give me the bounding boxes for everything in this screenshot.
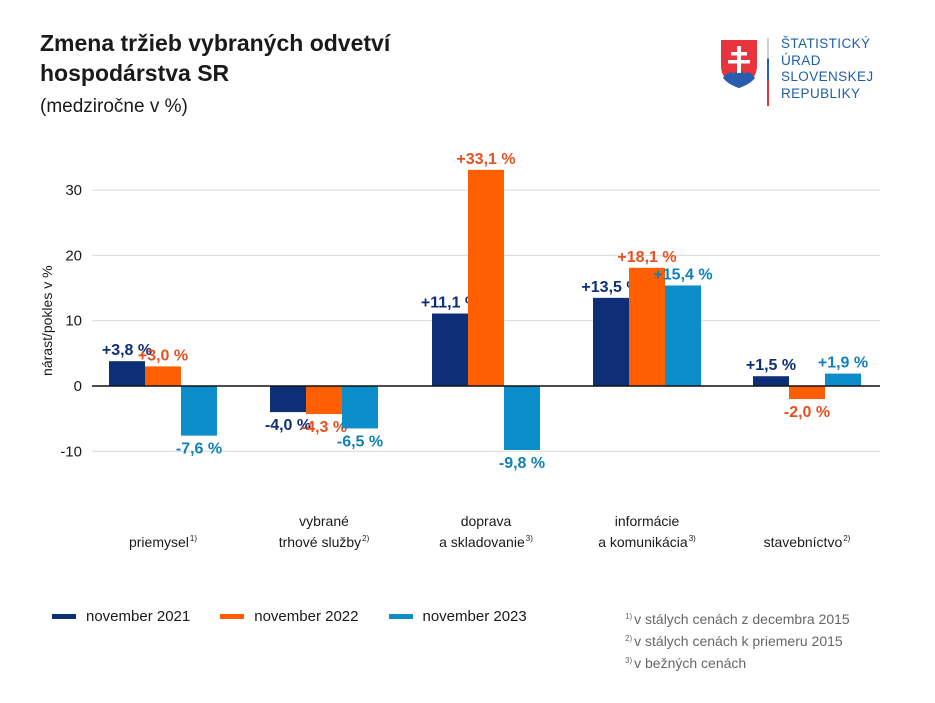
bar-november-2023 bbox=[825, 373, 861, 386]
footnote-mark: 2) bbox=[625, 634, 633, 643]
footnote-text: v stálych cenách z decembra 2015 bbox=[634, 611, 850, 627]
x-category-label: informácie a komunikácia3) bbox=[567, 512, 727, 551]
footnotes: 1) v stálych cenách z decembra 2015 2) v st… bbox=[625, 607, 850, 673]
logo-text-line: ÚRAD bbox=[781, 52, 821, 68]
category-label-line: a komunikácia3) bbox=[598, 534, 696, 550]
y-tick-label: 0 bbox=[74, 378, 82, 395]
logo-divider bbox=[767, 38, 769, 106]
bar-november-2023 bbox=[504, 386, 540, 450]
footnote-mark: 1) bbox=[625, 612, 633, 621]
bar-november-2022 bbox=[306, 386, 342, 415]
footnote-mark: 1) bbox=[189, 534, 198, 543]
data-label: +3,0 % bbox=[138, 347, 188, 364]
category-label-line: trhové služby2) bbox=[278, 534, 370, 550]
legend-item: november 2022 bbox=[220, 608, 359, 625]
category-label-line: priemysel1) bbox=[128, 534, 198, 550]
y-tick-label: 20 bbox=[65, 247, 82, 264]
chart-title: Zmena tržieb vybraných odvetví hospodárs… bbox=[40, 28, 390, 88]
footnote-mark: 3) bbox=[688, 534, 696, 543]
bar-november-2023 bbox=[665, 285, 701, 386]
category-label-line: vybrané bbox=[299, 513, 349, 529]
bar-november-2022 bbox=[468, 169, 504, 386]
footnote: 3) v bežných cenách bbox=[625, 651, 850, 673]
legend: november 2021 november 2022 november 2023 bbox=[52, 608, 557, 625]
legend-label: november 2023 bbox=[422, 608, 527, 625]
legend-swatch bbox=[388, 614, 413, 619]
data-label: -6,5 % bbox=[337, 433, 383, 450]
footnote-mark: 3) bbox=[625, 656, 633, 665]
bar-november-2022 bbox=[629, 267, 665, 386]
data-label: -7,6 % bbox=[176, 441, 222, 458]
category-label-line: stavebníctvo2) bbox=[763, 534, 851, 550]
chart-subtitle: (medziročne v %) bbox=[40, 96, 188, 117]
legend-item: november 2023 bbox=[388, 608, 527, 625]
category-label-line: informácie bbox=[614, 513, 680, 529]
logo-text: ŠTATISTICKÝ ÚRAD SLOVENSKEJ REPUBLIKY bbox=[781, 36, 874, 102]
legend-label: november 2021 bbox=[86, 608, 191, 625]
x-category-label: doprava a skladovanie3) bbox=[406, 512, 566, 551]
data-label: +15,4 % bbox=[653, 266, 712, 283]
x-category-label: stavebníctvo2) bbox=[727, 530, 887, 551]
data-label: +1,5 % bbox=[746, 357, 796, 374]
logo-text-line: ŠTATISTICKÝ bbox=[781, 36, 871, 51]
category-label-line: a skladovanie3) bbox=[439, 534, 533, 550]
footnote: 2) v stálych cenách k priemeru 2015 bbox=[625, 629, 850, 651]
data-label: -9,8 % bbox=[499, 455, 545, 472]
data-label: -4,0 % bbox=[265, 417, 311, 434]
data-label: +18,1 % bbox=[617, 249, 676, 266]
logo-text-line: REPUBLIKY bbox=[781, 85, 861, 101]
bar-november-2021 bbox=[270, 386, 306, 413]
footnote-mark: 2) bbox=[362, 534, 370, 543]
y-axis-label: nárast/pokles v % bbox=[39, 265, 55, 376]
x-category-label: priemysel1) bbox=[83, 530, 243, 551]
footnote-mark: 3) bbox=[525, 534, 533, 543]
bar-november-2021 bbox=[432, 313, 468, 386]
footnote-mark: 2) bbox=[843, 534, 851, 543]
title-line-1: Zmena tržieb vybraných odvetví bbox=[40, 30, 391, 56]
legend-swatch bbox=[220, 614, 245, 619]
data-label: +13,5 % bbox=[581, 279, 640, 296]
legend-item: november 2021 bbox=[52, 608, 190, 625]
bar-november-2021 bbox=[593, 297, 629, 386]
footnote-text: v bežných cenách bbox=[634, 655, 747, 671]
footnote: 1) v stálych cenách z decembra 2015 bbox=[625, 607, 850, 629]
y-tick-label: 10 bbox=[65, 313, 82, 330]
legend-label: november 2022 bbox=[254, 608, 359, 625]
data-label: +33,1 % bbox=[456, 151, 515, 168]
bar-november-2023 bbox=[181, 386, 217, 436]
data-label: +11,1 % bbox=[421, 295, 479, 312]
y-tick-label: 30 bbox=[65, 182, 82, 199]
bar-november-2022 bbox=[789, 386, 825, 400]
logo-text-line: SLOVENSKEJ bbox=[781, 69, 874, 84]
data-label: +3,8 % bbox=[102, 342, 152, 359]
bar-november-2023 bbox=[342, 386, 378, 429]
legend-swatch bbox=[52, 614, 76, 619]
y-tick-label: -10 bbox=[60, 443, 82, 460]
bar-november-2021 bbox=[109, 361, 145, 386]
data-label: -2,0 % bbox=[784, 404, 830, 421]
bar-november-2021 bbox=[753, 376, 789, 386]
bar-november-2022 bbox=[145, 366, 181, 386]
x-category-label: vybrané trhové služby2) bbox=[244, 512, 404, 551]
category-label-line: doprava bbox=[460, 513, 512, 529]
data-label: -4,3 % bbox=[301, 419, 347, 436]
statistical-office-logo: ŠTATISTICKÝ ÚRAD SLOVENSKEJ REPUBLIKY bbox=[719, 36, 899, 108]
data-label: +1,9 % bbox=[818, 355, 868, 372]
title-line-2: hospodárstva SR bbox=[40, 60, 230, 86]
slovak-coat-of-arms-icon bbox=[721, 40, 757, 88]
footnote-text: v stálych cenách k priemeru 2015 bbox=[634, 633, 843, 649]
